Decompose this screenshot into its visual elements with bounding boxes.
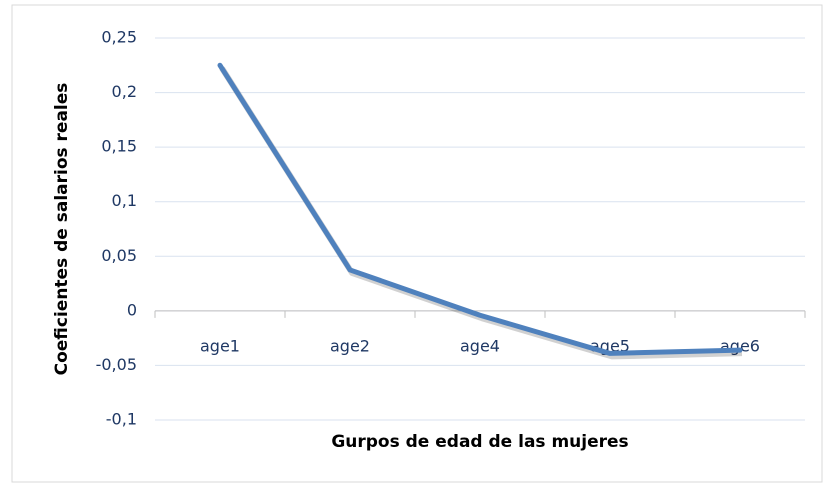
x-tick-label: age1: [200, 336, 240, 355]
chart-frame: [11, 4, 823, 483]
y-tick-label: 0,2: [112, 82, 137, 101]
y-tick-label: -0,05: [96, 355, 137, 374]
x-axis-title: Gurpos de edad de las mujeres: [331, 432, 628, 452]
y-tick-label: -0,1: [106, 410, 137, 429]
y-tick-label: 0,1: [112, 191, 137, 210]
x-tick-label: age4: [460, 336, 500, 355]
line: [217, 62, 743, 356]
x-tick-label: age2: [330, 336, 370, 355]
y-tick-label: 0: [127, 300, 137, 319]
y-tick-label: 0,15: [101, 137, 137, 156]
y-tick-label: 0,25: [101, 28, 137, 47]
y-tick-label: 0,05: [101, 246, 137, 265]
y-axis-title: Coeficientes de salarios reales: [52, 83, 72, 376]
